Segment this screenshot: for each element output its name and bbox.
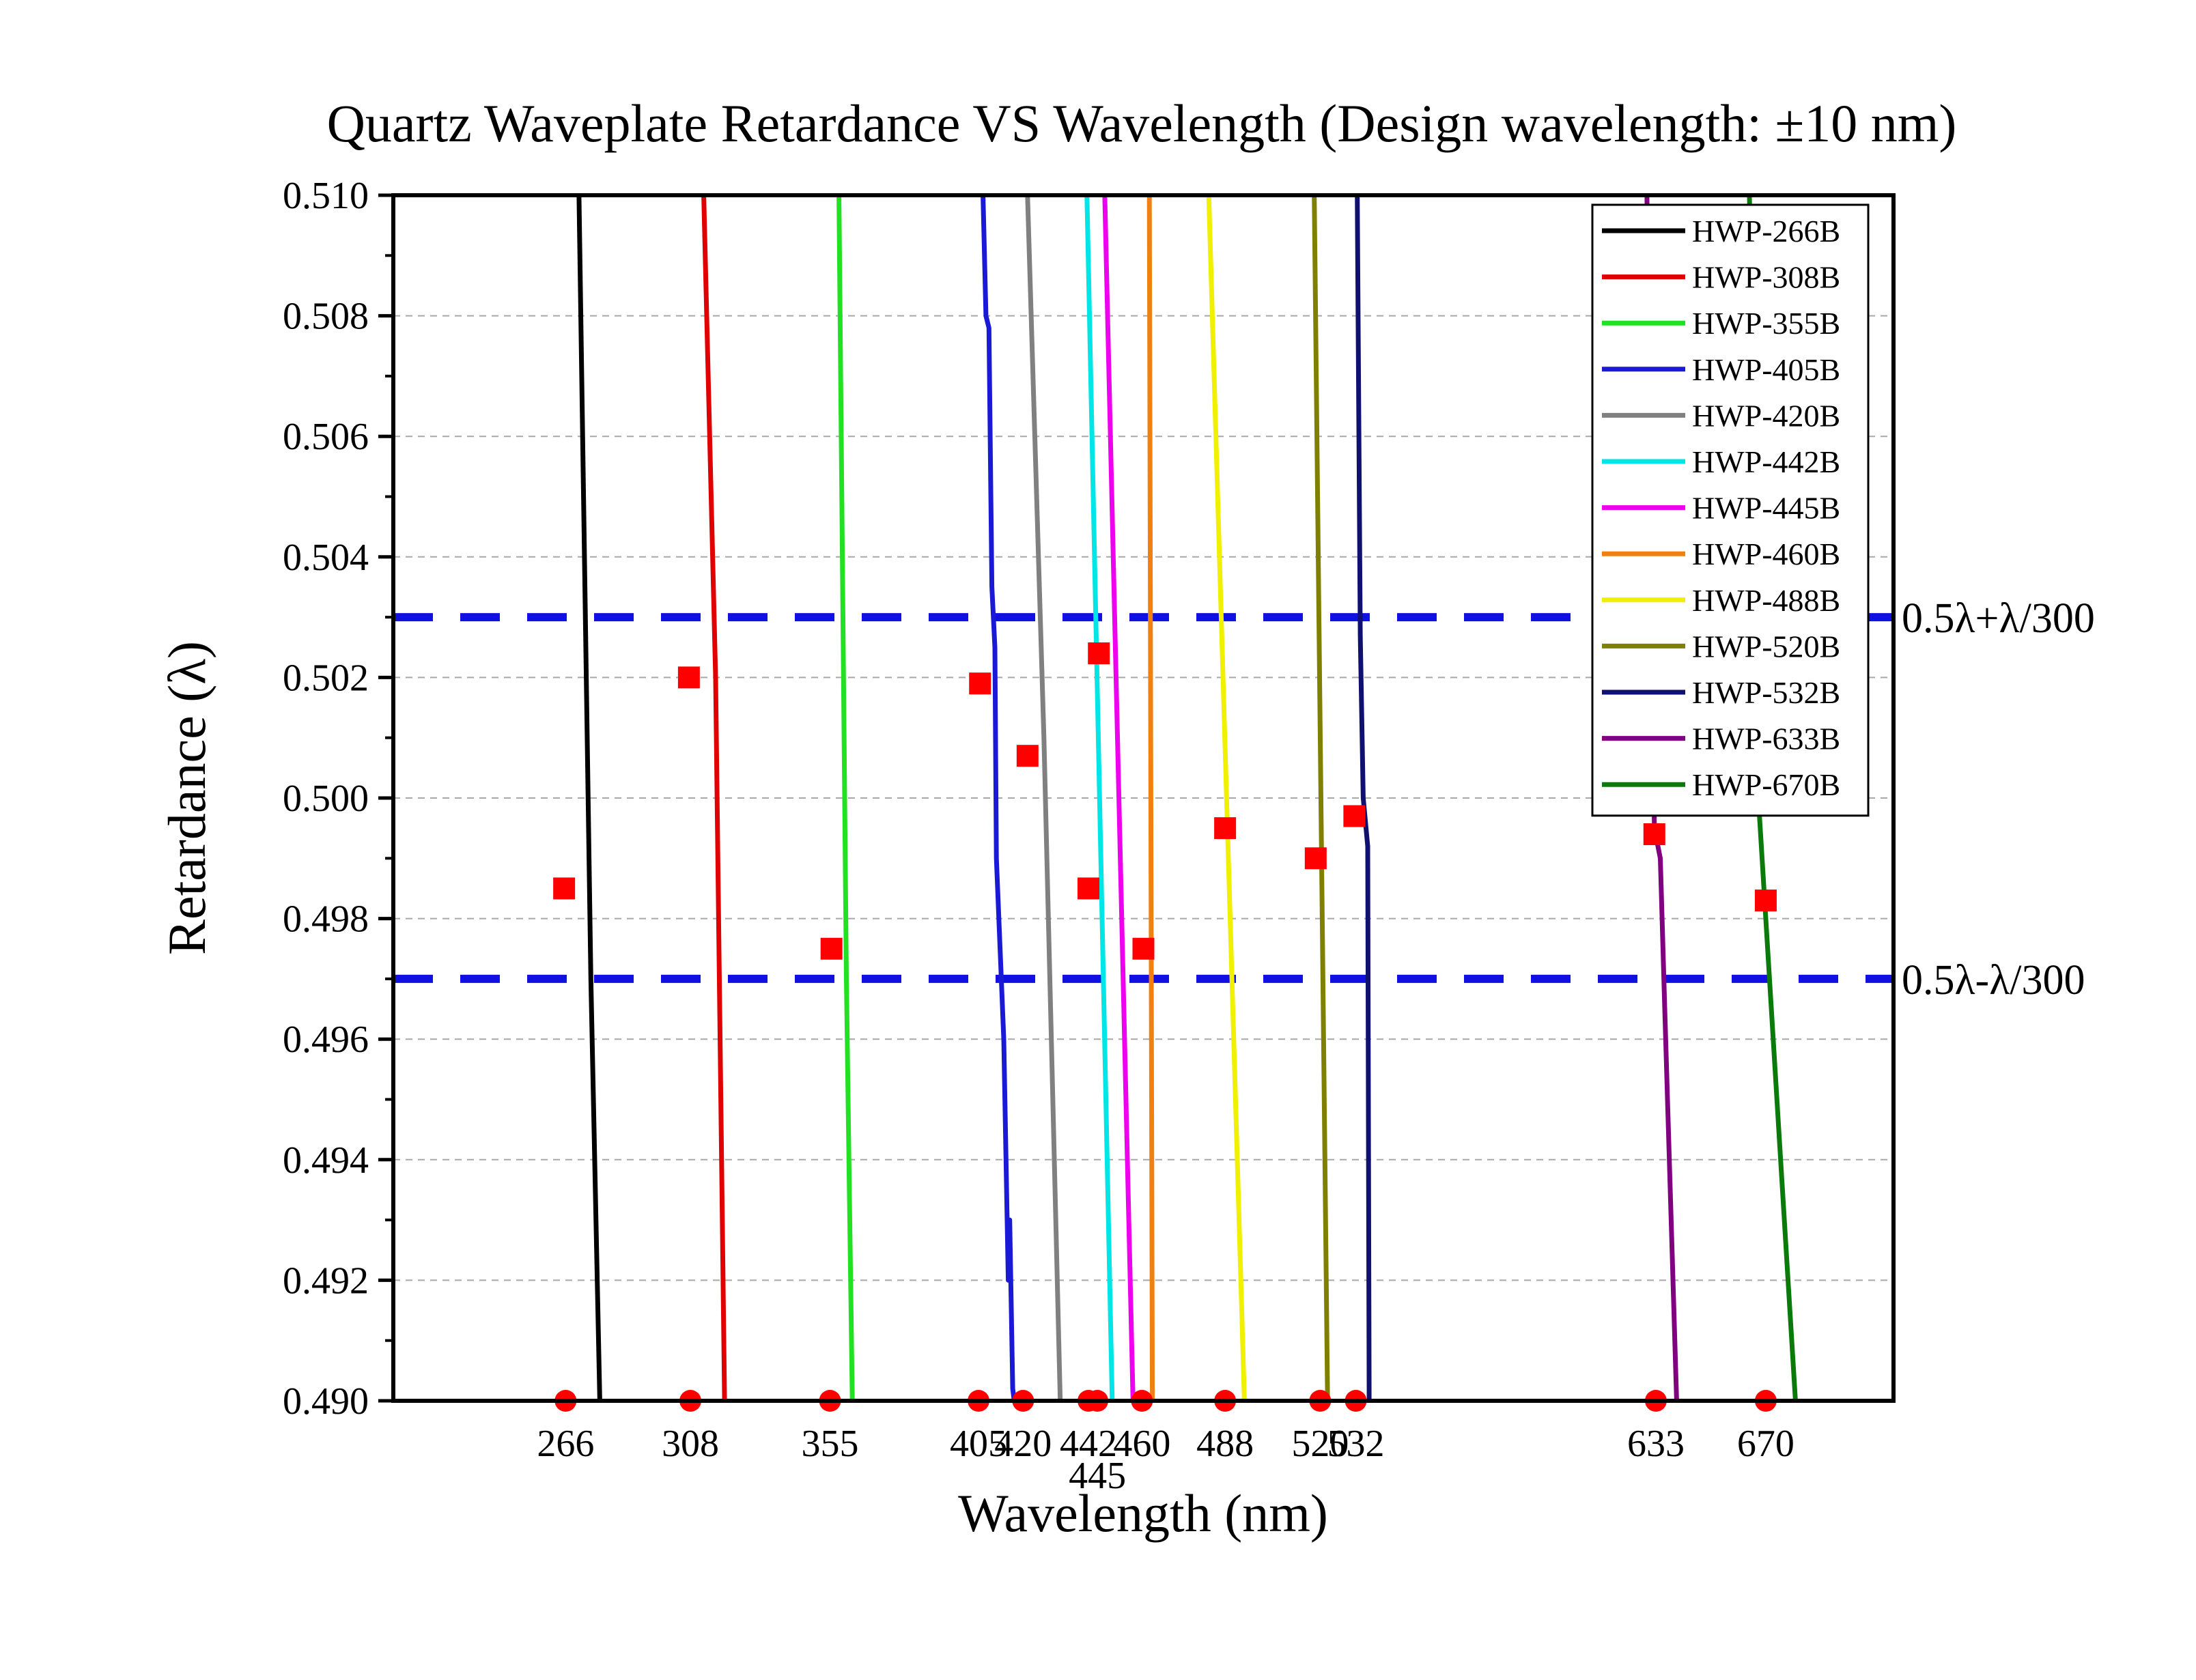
legend-label: HWP-532B xyxy=(1692,675,1840,710)
y-tick-label: 0.490 xyxy=(283,1380,369,1423)
x-tick-label: 532 xyxy=(1327,1423,1385,1465)
data-point-square xyxy=(1304,847,1327,870)
legend-label: HWP-355B xyxy=(1692,306,1840,341)
y-tick-label: 0.498 xyxy=(283,898,369,941)
y-axis-title: Retardance (λ) xyxy=(157,641,216,955)
legend-label: HWP-442B xyxy=(1692,444,1840,479)
legend-label: HWP-308B xyxy=(1692,260,1840,295)
legend-label: HWP-670B xyxy=(1692,767,1840,802)
x-tick-label: 520 xyxy=(1291,1423,1349,1465)
x-axis-title: Wavelength (nm) xyxy=(958,1483,1328,1543)
y-tick-label: 0.492 xyxy=(283,1259,369,1302)
data-point-square xyxy=(1754,889,1777,912)
x-tick-label: 405 xyxy=(950,1423,1007,1465)
y-tick-label: 0.506 xyxy=(283,416,369,458)
x-tick-label: 445 xyxy=(1069,1455,1126,1497)
legend: HWP-266B HWP-308B HWP-355B HWP-405B HWP-420B… xyxy=(1591,203,1870,817)
series-line xyxy=(701,195,727,1401)
x-tick-label: 488 xyxy=(1196,1423,1254,1465)
legend-label: HWP-405B xyxy=(1692,352,1840,387)
x-tick-label: 355 xyxy=(802,1423,859,1465)
y-axis: 0.490 0.492 0.494 0.496 0.498 0.500 0.502 0.504… xyxy=(283,175,393,1423)
series-lines xyxy=(576,195,1798,1401)
data-point-square xyxy=(1016,745,1039,767)
x-tick-label: 633 xyxy=(1627,1423,1685,1465)
series-line xyxy=(1206,195,1247,1401)
data-point-square xyxy=(820,937,843,960)
data-point-square xyxy=(553,877,576,900)
legend-label: HWP-460B xyxy=(1692,537,1840,571)
chart-title: Quartz Waveplate Retardance VS Wavelengt… xyxy=(327,94,1957,153)
data-point-square xyxy=(1078,877,1100,900)
y-tick-label: 0.494 xyxy=(283,1139,369,1182)
legend-label: HWP-445B xyxy=(1692,491,1840,526)
legend-label: HWP-633B xyxy=(1692,722,1840,756)
series-line xyxy=(1146,195,1155,1401)
y-tick-label: 0.510 xyxy=(283,175,369,217)
x-tick-label: 670 xyxy=(1737,1423,1794,1465)
legend-box xyxy=(1591,203,1870,817)
reference-line-label: 0.5λ+λ/300 xyxy=(1902,595,2095,642)
data-markers xyxy=(553,642,1777,1412)
series-line xyxy=(836,195,855,1401)
data-point-square xyxy=(969,672,991,695)
series-line xyxy=(576,195,602,1401)
y-tick-label: 0.500 xyxy=(283,778,369,820)
reference-lines: 0.5λ+λ/300 0.5λ-λ/300 xyxy=(393,595,2095,1003)
x-tick-label: 460 xyxy=(1113,1423,1170,1465)
series-line xyxy=(1355,195,1372,1401)
gridlines xyxy=(393,315,1894,1281)
x-tick-label: 442 xyxy=(1060,1423,1117,1465)
y-tick-label: 0.508 xyxy=(283,296,369,338)
legend-label: HWP-266B xyxy=(1692,214,1840,248)
x-tick-label: 308 xyxy=(662,1423,719,1465)
data-point-square xyxy=(677,666,700,689)
series-line xyxy=(1312,195,1330,1401)
y-tick-label: 0.504 xyxy=(283,537,369,579)
series-line xyxy=(1025,195,1063,1401)
legend-label: HWP-488B xyxy=(1692,583,1840,618)
x-tick-label: 266 xyxy=(537,1423,594,1465)
data-point-square xyxy=(1132,937,1155,960)
series-line xyxy=(1102,195,1136,1401)
data-point-square xyxy=(1088,642,1110,665)
data-point-square xyxy=(1343,805,1366,827)
y-tick-label: 0.502 xyxy=(283,657,369,699)
y-tick-label: 0.496 xyxy=(283,1019,369,1061)
legend-label: HWP-520B xyxy=(1692,629,1840,664)
series-line xyxy=(981,195,1017,1401)
legend-label: HWP-420B xyxy=(1692,398,1840,433)
reference-line-label: 0.5λ-λ/300 xyxy=(1902,957,2085,1003)
series-line xyxy=(1084,195,1115,1401)
data-point-square xyxy=(1643,823,1665,845)
data-point-square xyxy=(1214,817,1237,840)
x-tick-label: 420 xyxy=(994,1423,1052,1465)
